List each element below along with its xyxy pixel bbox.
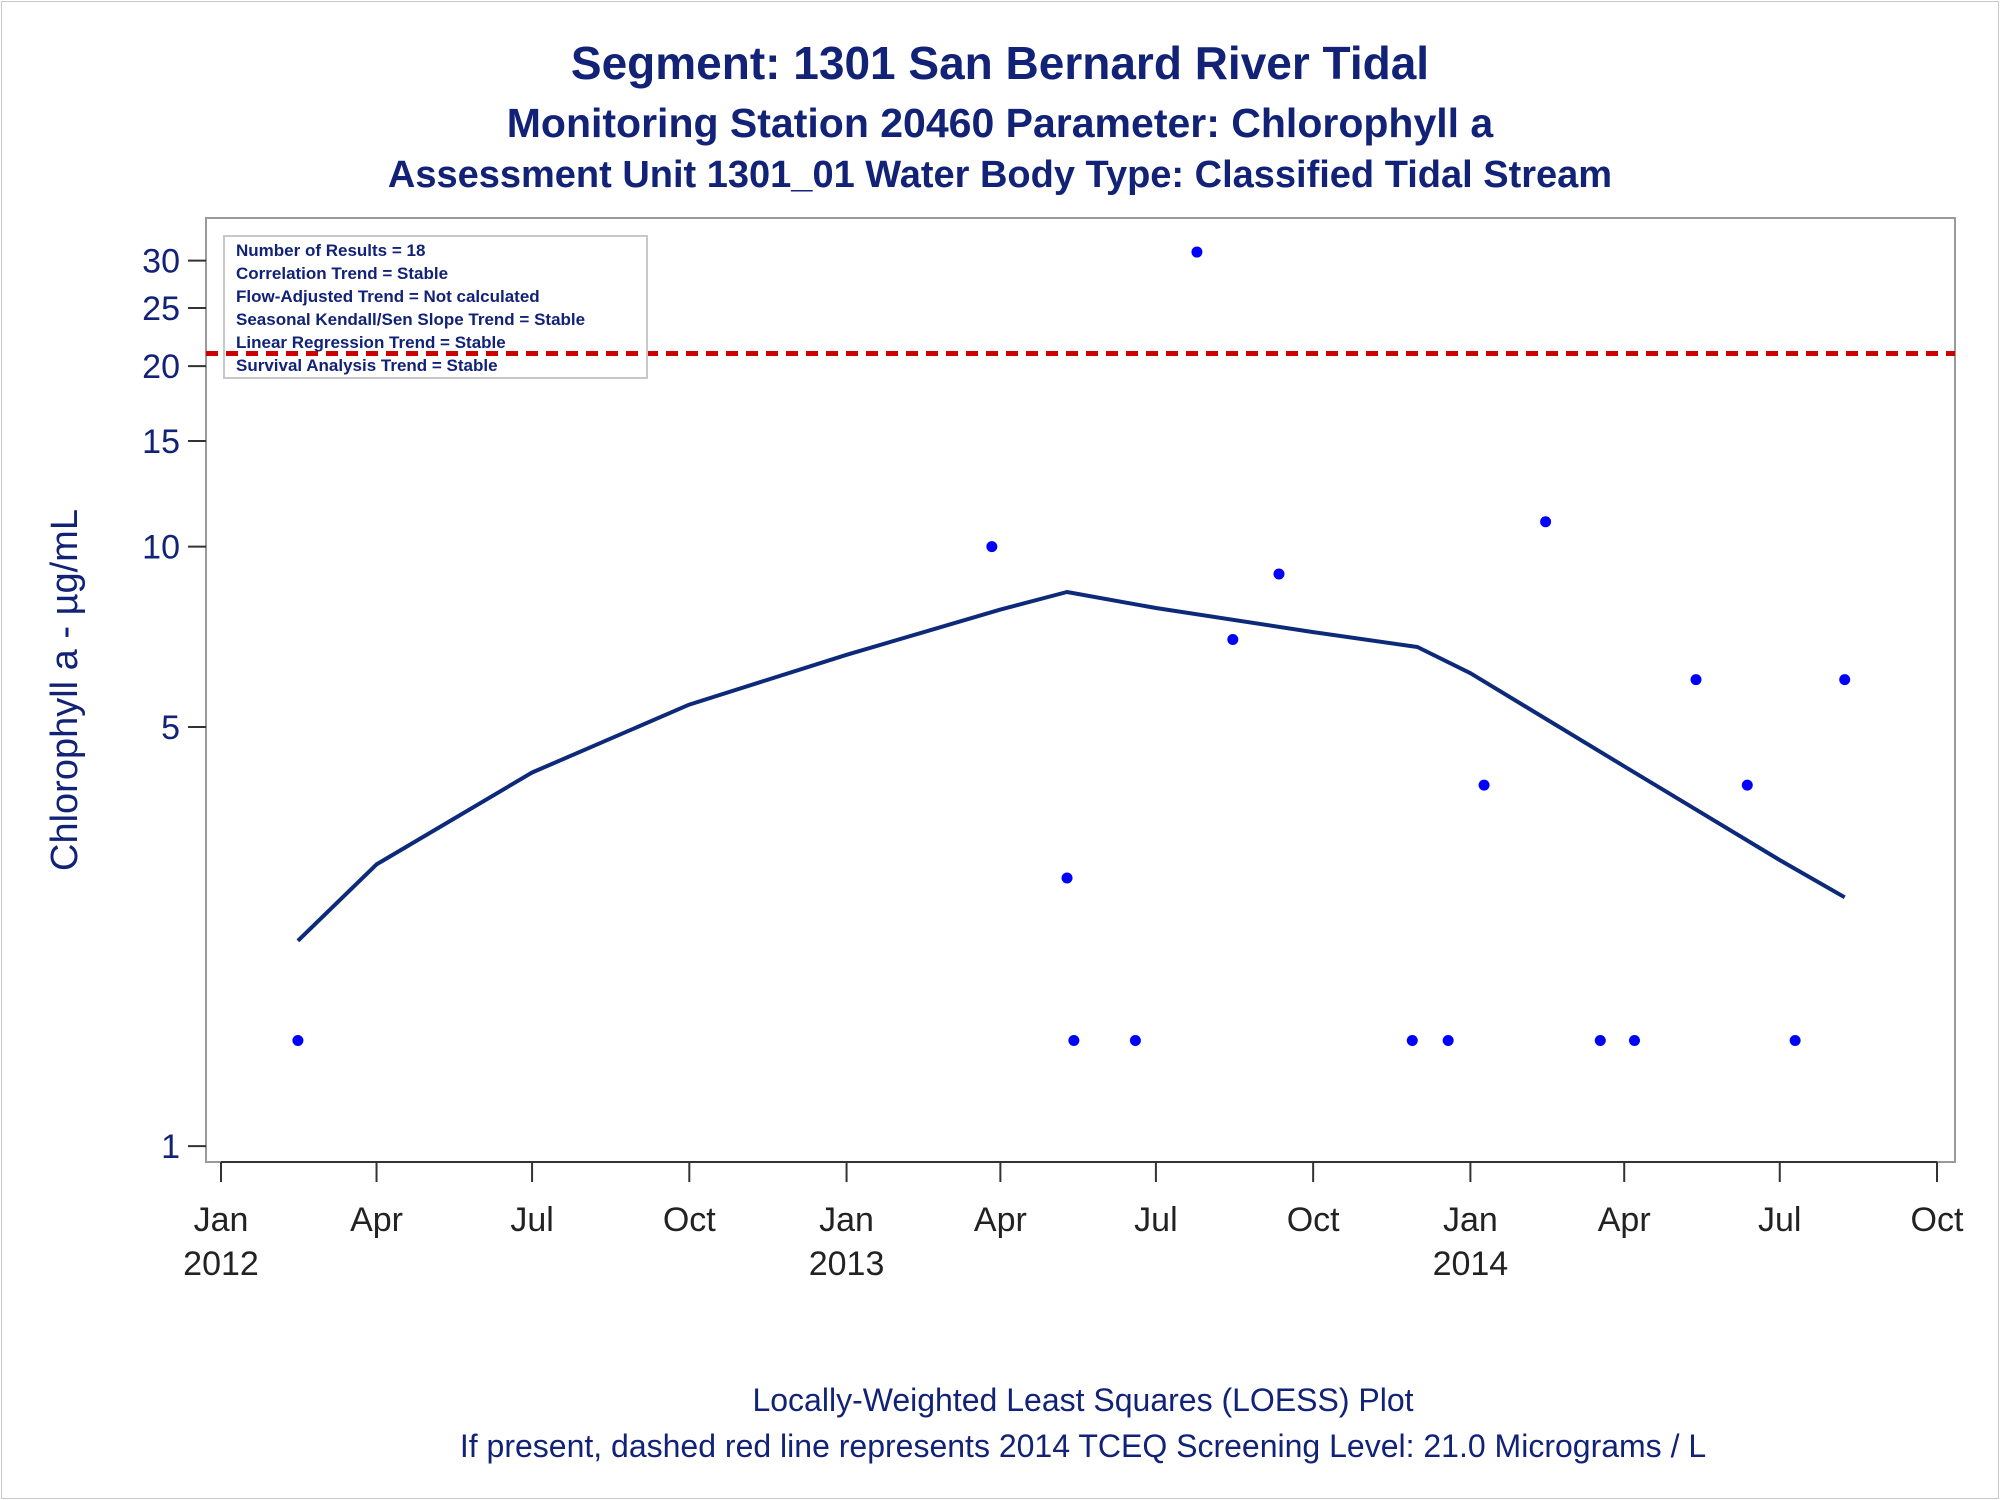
x-tick-label: Jul: [510, 1201, 553, 1239]
chart-title: Segment: 1301 San Bernard River Tidal: [570, 37, 1430, 89]
loess-curve: [296, 590, 1846, 943]
x-tick-year-label: 2014: [1433, 1245, 1509, 1283]
data-point: [1690, 674, 1702, 686]
footer-method-note: Locally-Weighted Least Squares (LOESS) P…: [752, 1382, 1414, 1418]
x-tick-label: Jan: [1443, 1201, 1498, 1239]
y-tick-label: 10: [142, 529, 180, 567]
data-point: [1061, 872, 1073, 884]
data-point: [986, 541, 998, 553]
x-tick-label: Jan: [194, 1201, 249, 1239]
trend-info-line: Survival Analysis Trend = Stable: [236, 356, 498, 375]
trend-info-box: [223, 235, 648, 379]
trend-info-line: Seasonal Kendall/Sen Slope Trend = Stabl…: [236, 310, 585, 329]
y-tick-label: 15: [142, 423, 180, 461]
y-tick-label: 1: [161, 1128, 180, 1166]
trend-info-line: Number of Results = 18: [236, 241, 425, 260]
trend-info-line: Correlation Trend = Stable: [236, 264, 448, 283]
data-point: [1191, 246, 1203, 258]
data-point: [1442, 1035, 1454, 1047]
y-axis-label: Chlorophyll a - µg/mL: [44, 509, 86, 871]
footer-screening-note: If present, dashed red line represents 2…: [459, 1428, 1707, 1464]
x-tick-label: Oct: [663, 1201, 716, 1239]
data-point: [1628, 1035, 1640, 1047]
data-point: [1789, 1035, 1801, 1047]
trend-info-line: Linear Regression Trend = Stable: [236, 333, 506, 352]
x-tick-year-label: 2012: [183, 1245, 259, 1283]
data-point: [1227, 633, 1239, 645]
y-tick-label: 20: [142, 348, 180, 386]
y-tick-label: 5: [161, 709, 180, 747]
x-tick-label: Apr: [1598, 1201, 1651, 1239]
x-tick-label: Apr: [974, 1201, 1027, 1239]
x-tick-label: Apr: [350, 1201, 403, 1239]
chart-subtitle-assessment: Assessment Unit 1301_01 Water Body Type:…: [387, 154, 1613, 196]
data-point: [1068, 1035, 1080, 1047]
data-point: [1129, 1035, 1141, 1047]
data-point: [1478, 779, 1490, 791]
y-tick-label: 25: [142, 290, 180, 328]
data-point: [1594, 1035, 1606, 1047]
trend-info-line: Flow-Adjusted Trend = Not calculated: [236, 287, 540, 306]
data-point: [1406, 1035, 1418, 1047]
x-tick-label: Jul: [1758, 1201, 1801, 1239]
x-tick-label: Jul: [1134, 1201, 1177, 1239]
y-tick-label: 30: [142, 243, 180, 281]
data-point: [1540, 516, 1552, 528]
x-tick-year-label: 2013: [809, 1245, 885, 1283]
x-tick-label: Jan: [819, 1201, 874, 1239]
data-point: [1273, 568, 1285, 580]
x-tick-label: Oct: [1287, 1201, 1340, 1239]
chart-subtitle-station: Monitoring Station 20460 Parameter: Chlo…: [506, 100, 1494, 146]
data-point: [1741, 779, 1753, 791]
data-point: [1839, 674, 1851, 686]
x-tick-label: Oct: [1911, 1201, 1964, 1239]
data-point: [292, 1035, 304, 1047]
